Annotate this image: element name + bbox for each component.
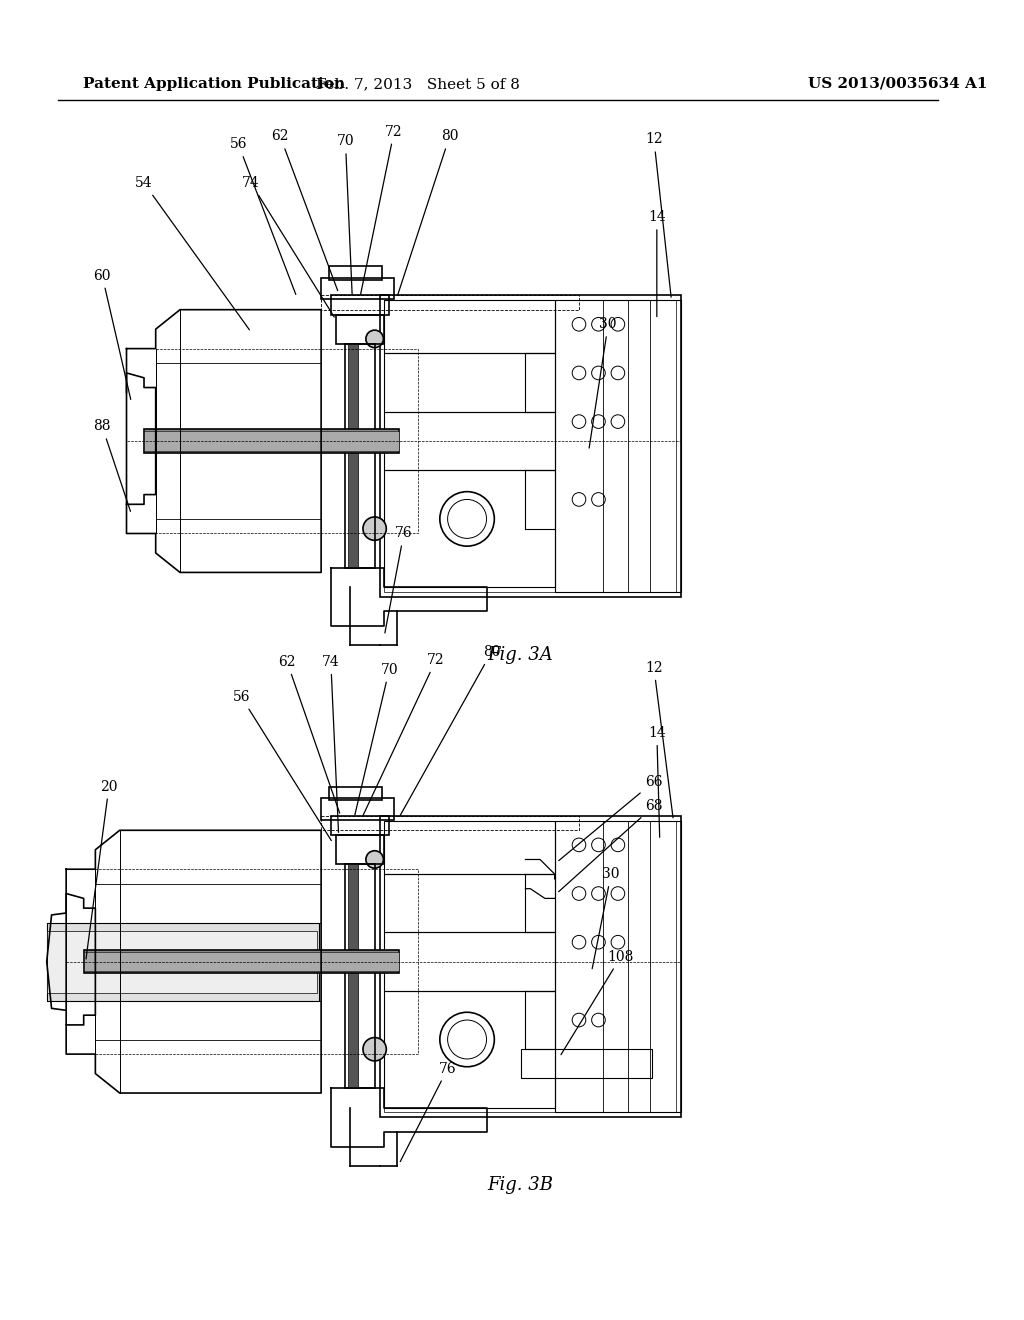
Bar (384, 300, 555, 354)
Text: 56: 56 (229, 137, 296, 294)
Bar (384, 412, 555, 470)
Circle shape (366, 330, 383, 347)
Bar (144, 432, 399, 451)
Text: 20: 20 (86, 780, 118, 958)
Bar (348, 865, 358, 1088)
Bar (384, 300, 676, 591)
Text: 62: 62 (279, 655, 340, 813)
Text: 74: 74 (322, 655, 340, 833)
Bar (348, 343, 358, 568)
Bar (329, 787, 382, 800)
Text: 108: 108 (561, 950, 634, 1055)
Text: 80: 80 (400, 645, 500, 816)
Text: Feb. 7, 2013   Sheet 5 of 8: Feb. 7, 2013 Sheet 5 of 8 (316, 77, 520, 91)
Bar (384, 821, 555, 874)
Bar (95, 869, 419, 1055)
Bar (555, 300, 681, 591)
Bar (384, 874, 555, 932)
Text: 72: 72 (364, 653, 444, 816)
Text: Fig. 3B: Fig. 3B (487, 1176, 554, 1195)
Bar (336, 314, 384, 343)
Text: 54: 54 (135, 176, 250, 330)
Bar (84, 950, 399, 973)
Text: 14: 14 (648, 210, 666, 317)
Bar (322, 277, 394, 300)
Text: 12: 12 (645, 132, 671, 297)
Bar (384, 932, 555, 991)
Bar (384, 470, 555, 587)
Bar (47, 923, 319, 1001)
Text: Fig. 3A: Fig. 3A (487, 645, 554, 664)
Text: 30: 30 (592, 867, 620, 969)
Text: 68: 68 (559, 799, 663, 892)
Text: 72: 72 (360, 124, 402, 294)
Text: 30: 30 (589, 317, 616, 447)
Text: 56: 56 (232, 690, 332, 841)
Text: 60: 60 (93, 269, 131, 400)
Text: US 2013/0035634 A1: US 2013/0035634 A1 (808, 77, 987, 91)
Bar (144, 429, 399, 453)
Bar (380, 296, 681, 597)
Bar (555, 821, 681, 1113)
Bar (47, 931, 317, 993)
Text: 88: 88 (93, 420, 130, 511)
Bar (156, 348, 419, 533)
Text: 76: 76 (385, 527, 413, 634)
Text: 14: 14 (648, 726, 666, 837)
Bar (329, 265, 382, 280)
Circle shape (362, 517, 386, 540)
Circle shape (362, 1038, 386, 1061)
Text: 70: 70 (355, 663, 398, 814)
Circle shape (366, 850, 383, 869)
Text: 66: 66 (559, 775, 663, 861)
Bar (384, 354, 555, 412)
Bar (336, 836, 384, 865)
Text: 76: 76 (400, 1061, 457, 1162)
Bar (380, 816, 681, 1117)
Bar (322, 816, 579, 830)
Bar (384, 821, 676, 1113)
Bar (84, 952, 399, 972)
Bar (331, 296, 389, 314)
Text: 12: 12 (645, 661, 673, 818)
Bar (322, 799, 394, 820)
Text: 80: 80 (398, 129, 459, 294)
Text: Patent Application Publication: Patent Application Publication (83, 77, 345, 91)
Bar (345, 865, 375, 1088)
Bar (331, 816, 389, 836)
Bar (345, 343, 375, 568)
Bar (322, 296, 579, 310)
Bar (520, 1049, 652, 1078)
Text: 74: 74 (243, 176, 334, 317)
Text: 70: 70 (337, 135, 354, 294)
Text: 62: 62 (271, 129, 338, 290)
Bar (384, 991, 555, 1107)
